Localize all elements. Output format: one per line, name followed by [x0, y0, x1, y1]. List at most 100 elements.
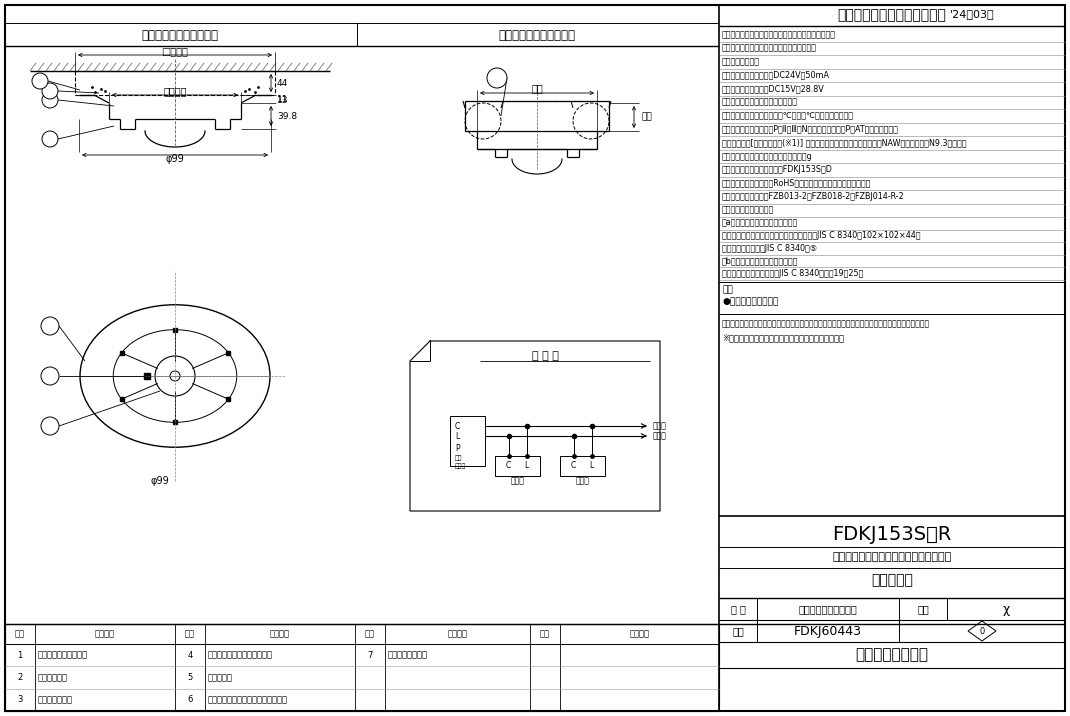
Text: ４０: ４０ [641, 112, 652, 122]
Circle shape [42, 131, 58, 147]
Text: 受信機: 受信機 [455, 463, 467, 469]
Text: 0: 0 [979, 626, 984, 636]
Text: 39.8: 39.8 [277, 112, 297, 120]
Text: ・中形四角アウトレットボックス浅形　JIS C 8340（102×102×44）: ・中形四角アウトレットボックス浅形 JIS C 8340（102×102×44） [722, 231, 920, 241]
Text: （１３）適合ベース：FZB013-2、FZB018-2、FZBJ014-R-2: （１３）適合ベース：FZB013-2、FZB018-2、FZBJ014-R-2 [722, 193, 905, 201]
Text: 4: 4 [47, 422, 52, 430]
Bar [5, 624, 719, 711]
Text: 第１技術部火報管理課: 第１技術部火報管理課 [798, 604, 857, 614]
Text: ・丸形露出ボックス　JIS C 8340（呼び19、25）: ・丸形露出ボックス JIS C 8340（呼び19、25） [722, 268, 863, 278]
Text: 5: 5 [47, 87, 52, 95]
Text: 露出型ベース: 露出型ベース [39, 673, 68, 682]
Text: □１０２: □１０２ [162, 46, 188, 56]
Text: C: C [571, 462, 576, 470]
Text: （１０）質量（ベース含む）：約１０８g: （１０）質量（ベース含む）：約１０８g [722, 152, 812, 161]
Text: 3: 3 [17, 695, 22, 705]
Text: 1: 1 [47, 321, 52, 331]
Text: 2: 2 [17, 673, 22, 682]
Text: （４）定格電圧、電流：DC24V、50mA: （４）定格電圧、電流：DC24V、50mA [722, 71, 830, 79]
Text: 7: 7 [494, 74, 500, 82]
Circle shape [487, 68, 507, 88]
Text: 1: 1 [47, 135, 52, 143]
Text: 縮尺: 縮尺 [917, 604, 929, 614]
Text: 名　　称: 名 称 [629, 629, 649, 639]
Text: （５）使用電圧範囲：DC15V～28.8V: （５）使用電圧範囲：DC15V～28.8V [722, 84, 825, 93]
Text: 埋込ボックス使用の場合: 埋込ボックス使用の場合 [141, 29, 218, 42]
Text: 確認灯（全周）: 確認灯（全周） [39, 695, 73, 705]
Bar [450, 416, 485, 466]
Circle shape [42, 83, 58, 99]
Text: FDKJ153S－R: FDKJ153S－R [832, 525, 951, 543]
Text: （２）国検型式番号：感第２０２３～３４号: （２）国検型式番号：感第２０２３～３４号 [722, 44, 817, 53]
Text: 番号: 番号 [540, 629, 550, 639]
Text: 感知器: 感知器 [510, 477, 524, 485]
Text: 名　　称: 名 称 [270, 629, 290, 639]
Text: 図番: 図番 [732, 626, 744, 636]
Text: ※１　ベースの色がライトグレーの場合があります。: ※１ ベースの色がライトグレーの場合があります。 [722, 333, 844, 342]
Text: 5: 5 [187, 673, 193, 682]
Text: 次の感
知器へ: 次の感 知器へ [653, 421, 667, 441]
Text: 3: 3 [47, 372, 52, 380]
Text: b）露出ボックスを使用する場合: b）露出ボックスを使用する場合 [722, 256, 798, 265]
Text: 11: 11 [277, 95, 289, 104]
Text: （１）種別：光電式スポット型感知器（試験機能付）: （１）種別：光電式スポット型感知器（試験機能付） [722, 30, 836, 39]
Text: L: L [524, 462, 529, 470]
Text: 名　　称: 名 称 [447, 629, 468, 639]
Text: '24．03．: '24．03． [950, 9, 995, 19]
Text: 能美防災株式会社: 能美防災株式会社 [856, 647, 929, 662]
Text: 番号: 番号 [15, 629, 25, 639]
Text: L: L [455, 432, 459, 440]
Text: 4: 4 [187, 651, 193, 659]
Text: ●湯気・埃環境強化型: ●湯気・埃環境強化型 [722, 297, 778, 306]
Circle shape [41, 317, 59, 335]
Text: 露出ボックス使用の場合: 露出ボックス使用の場合 [499, 29, 576, 42]
Text: FDKJ60443: FDKJ60443 [794, 624, 862, 637]
Text: （７）使用温度範囲：－１０℃～５０℃（結露なきこと）: （７）使用温度範囲：－１０℃～５０℃（結露なきこと） [722, 111, 854, 120]
Text: 発 行: 発 行 [731, 604, 746, 614]
Circle shape [41, 367, 59, 385]
Text: ６６．７: ６６．７ [164, 86, 187, 96]
Text: 6: 6 [37, 77, 43, 85]
Text: 塗代カバー: 塗代カバー [208, 673, 233, 682]
Text: 名　　称: 名 称 [95, 629, 114, 639]
Text: （８）接続可能機器：進P／Ⅱ／Ⅲ／Nシリーズ受信機、P－AT感知器用中継器: （８）接続可能機器：進P／Ⅱ／Ⅲ／Nシリーズ受信機、P－AT感知器用中継器 [722, 125, 899, 134]
Text: 2: 2 [47, 95, 52, 105]
Text: 番号: 番号 [185, 629, 195, 639]
Text: C: C [506, 462, 511, 470]
Text: ・塗代カバー　JIS C 8340　⑤: ・塗代カバー JIS C 8340 ⑤ [722, 243, 816, 253]
Text: （１２）環境負荷対応：RoHS（１０物質）適合（感知器ヘッド）: （１２）環境負荷対応：RoHS（１０物質）適合（感知器ヘッド） [722, 179, 871, 188]
Text: ７３: ７３ [531, 83, 542, 93]
Text: 13: 13 [277, 95, 289, 105]
Text: a）埋込ボックスを使用する場合: a）埋込ボックスを使用する場合 [722, 219, 798, 228]
Text: 感知器: 感知器 [576, 477, 590, 485]
Text: 試験: 試験 [455, 455, 462, 461]
Text: 種別表示シール　緑（金輪）: 種別表示シール 緑（金輪） [208, 651, 273, 659]
Text: 感知器ヘッド（本体）: 感知器ヘッド（本体） [39, 651, 88, 659]
Text: （３）感度：１種: （３）感度：１種 [722, 57, 760, 67]
Text: （１１）感知器ヘッド型名：FDKJ153S－D: （１１）感知器ヘッド型名：FDKJ153S－D [722, 165, 832, 174]
Text: 44: 44 [277, 79, 288, 87]
Text: L: L [590, 462, 594, 470]
Text: χ: χ [1003, 602, 1010, 616]
Bar [495, 456, 540, 476]
Text: 仕　　　　　　　　　　　様: 仕 様 [838, 9, 947, 22]
Text: φ99: φ99 [166, 154, 184, 164]
Text: 番号: 番号 [365, 629, 374, 639]
Circle shape [42, 92, 58, 108]
Text: 7: 7 [367, 651, 372, 659]
Text: （１４）適合ボックス：: （１４）適合ボックス： [722, 205, 775, 215]
Bar [560, 456, 605, 476]
Text: C: C [455, 422, 460, 430]
Text: （６）確認灯：赤色発光ダイオード: （６）確認灯：赤色発光ダイオード [722, 98, 798, 107]
Text: 接 続 図: 接 続 図 [532, 351, 559, 361]
Text: （９）主材：[本体、ベース(※1)] 難燃性樹脂（ナチュラルホワイト（NAW）　マンセルN9.3近傍色）: （９）主材：[本体、ベース(※1)] 難燃性樹脂（ナチュラルホワイト（NAW） … [722, 138, 966, 147]
Text: 中形四角アウトレットボックス浅形: 中形四角アウトレットボックス浅形 [208, 695, 288, 705]
Text: 6: 6 [187, 695, 193, 705]
Text: P: P [455, 443, 460, 453]
Circle shape [32, 73, 48, 89]
Text: （注）火災検出できない可能性があるため、感知器の周囲に障害となるものを設置しないでください: （注）火災検出できない可能性があるため、感知器の周囲に障害となるものを設置しない… [722, 319, 930, 328]
Text: 丸形露出ボックス: 丸形露出ボックス [388, 651, 428, 659]
Text: φ99: φ99 [151, 475, 169, 485]
Text: 露　出　型: 露 出 型 [871, 573, 913, 587]
Text: 光電式スポット型感知器（試験機能付）: 光電式スポット型感知器（試験機能付） [832, 552, 951, 562]
